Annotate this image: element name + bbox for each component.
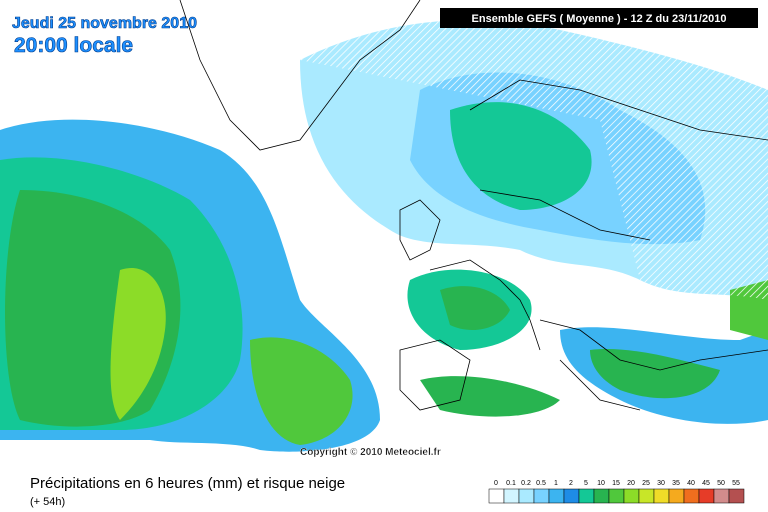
- scale-swatch: [548, 488, 565, 504]
- scale-swatch: [608, 488, 625, 504]
- scale-swatch: [518, 488, 535, 504]
- legend-title: Précipitations en 6 heures (mm) et risqu…: [30, 475, 345, 492]
- precip-field: [0, 20, 768, 452]
- scale-label: 0.1: [506, 480, 516, 487]
- scale-label: 10: [597, 480, 605, 487]
- scale-label: 50: [717, 480, 725, 487]
- scale-label: 55: [732, 480, 740, 487]
- model-label: Ensemble GEFS ( Moyenne ) - 12 Z du 23/1…: [472, 13, 727, 25]
- scale-label: 0.5: [536, 480, 546, 487]
- scale-swatch: [533, 488, 550, 504]
- scale-label: 0: [494, 480, 498, 487]
- scale-swatch: [668, 488, 685, 504]
- scale-swatch: [578, 488, 595, 504]
- scale-swatch: [593, 488, 610, 504]
- scale-label: 30: [657, 480, 665, 487]
- scale-swatch: [488, 488, 505, 504]
- scale-swatch: [698, 488, 715, 504]
- scale-label: 5: [584, 480, 588, 487]
- scale-swatch: [503, 488, 520, 504]
- scale-swatch: [713, 488, 730, 504]
- scale-label: 40: [687, 480, 695, 487]
- scale-swatch: [563, 488, 580, 504]
- scale-swatch: [638, 488, 655, 504]
- copyright: Copyright © 2010 Meteociel.fr: [300, 447, 441, 458]
- color-scale: 0 0.1 0.2 0.5 1 2 5 10 15 20 25 30 35 40 45 50 55: [488, 480, 745, 504]
- scale-label: 20: [627, 480, 635, 487]
- scale-swatch: [623, 488, 640, 504]
- scale-swatch: [683, 488, 700, 504]
- scale-label: 15: [612, 480, 620, 487]
- scale-label: 45: [702, 480, 710, 487]
- scale-label: 35: [672, 480, 680, 487]
- coastlines: [179, 0, 768, 411]
- time: 20:00 locale: [14, 34, 133, 57]
- scale-label: 0.2: [521, 480, 531, 487]
- scale-swatch: [653, 488, 670, 504]
- footer: [0, 465, 768, 512]
- date: Jeudi 25 novembre 2010: [12, 15, 197, 32]
- model-banner: [440, 8, 758, 28]
- scale-swatch: [728, 488, 745, 504]
- scale-label: 2: [569, 480, 573, 487]
- lead-time: (+ 54h): [30, 496, 65, 508]
- scale-label: 25: [642, 480, 650, 487]
- scale-label: 1: [554, 480, 558, 487]
